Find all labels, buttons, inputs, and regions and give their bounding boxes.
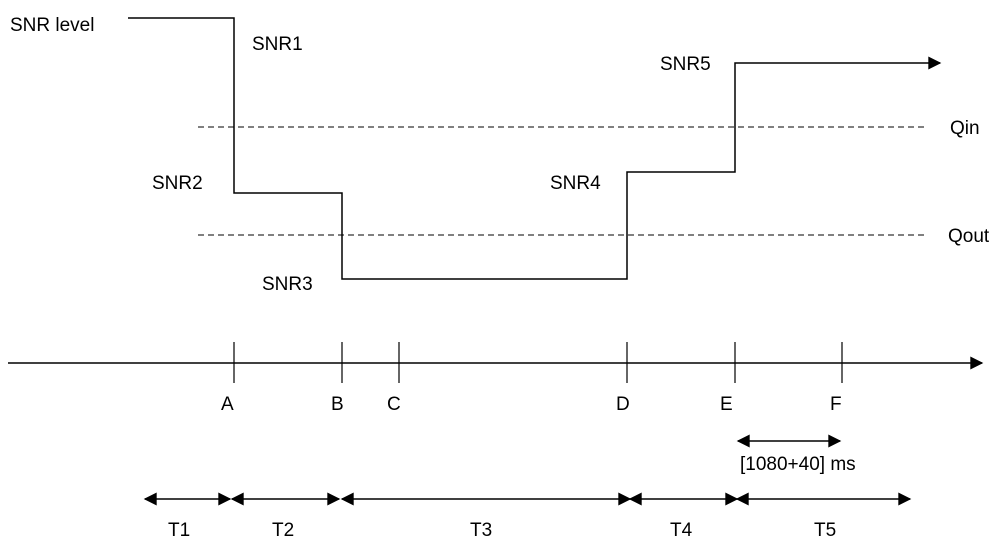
qin-label: Qin: [950, 118, 980, 139]
period-t3-label: T3: [470, 520, 492, 541]
snr1-label: SNR1: [252, 34, 303, 55]
event-f-label: F: [830, 394, 842, 415]
snr2-label: SNR2: [152, 173, 203, 194]
period-t1-label: T1: [168, 520, 190, 541]
snr-level-label: SNR level: [10, 15, 94, 36]
snr-level-curve: [128, 17, 942, 280]
event-d-label: D: [616, 394, 630, 415]
event-e-label: E: [720, 394, 733, 415]
period-t5-label: T5: [814, 520, 836, 541]
snr3-label: SNR3: [262, 274, 313, 295]
qout-label: Qout: [948, 226, 990, 247]
snr4-label: SNR4: [550, 173, 601, 194]
period-t2-label: T2: [272, 520, 294, 541]
snr5-label: SNR5: [660, 54, 711, 75]
event-b-label: B: [331, 394, 344, 415]
timer-label: [1080+40] ms: [740, 454, 856, 475]
event-a-label: A: [221, 394, 234, 415]
period-t4-label: T4: [670, 520, 693, 541]
event-c-label: C: [387, 394, 401, 415]
